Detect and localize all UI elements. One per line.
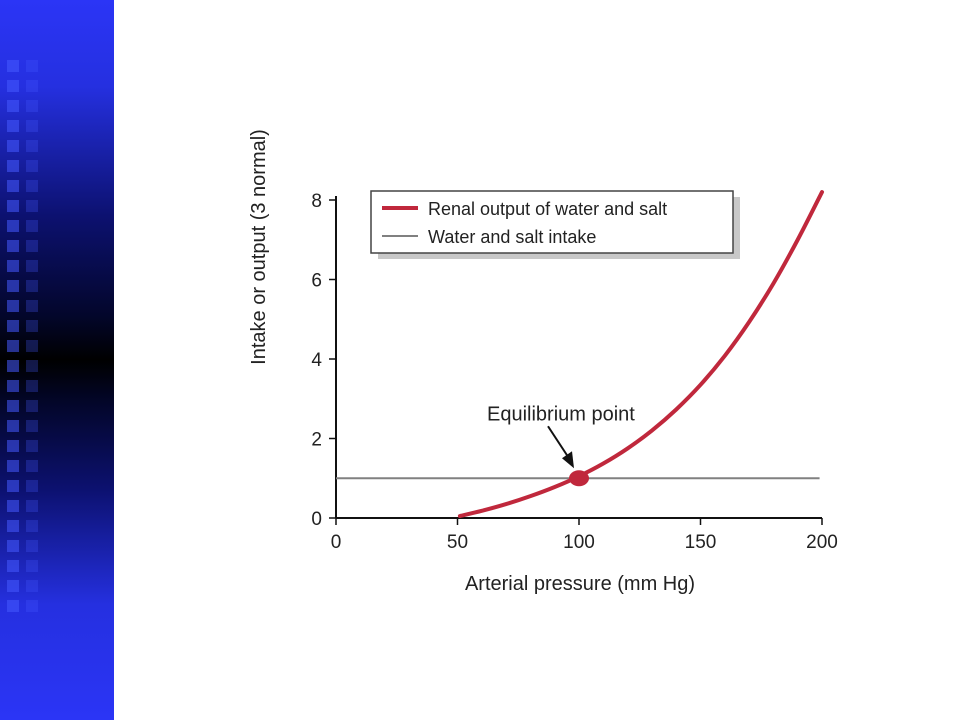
decorative-square <box>7 100 19 112</box>
chart-legend: Renal output of water and salt Water and … <box>370 190 740 259</box>
decorative-square <box>7 60 19 72</box>
x-tick-label: 100 <box>563 532 595 553</box>
x-tick-label: 150 <box>685 532 717 553</box>
y-tick-label: 6 <box>311 271 322 292</box>
y-tick-label: 0 <box>311 509 322 530</box>
y-axis-label: Intake or output (3 normal) <box>248 129 270 365</box>
decorative-square <box>7 280 19 292</box>
decorative-square <box>26 120 38 132</box>
decorative-square <box>7 160 19 172</box>
decorative-square <box>7 220 19 232</box>
decorative-squares-right <box>26 60 38 620</box>
legend-item-water-and-salt-intake-label: Water and salt intake <box>428 227 596 247</box>
slide-side-band <box>0 0 114 720</box>
decorative-square <box>7 520 19 532</box>
decorative-square <box>7 560 19 572</box>
decorative-square <box>7 400 19 412</box>
decorative-square <box>7 420 19 432</box>
series-line-renal-output <box>457 190 824 519</box>
x-tick-label: 50 <box>447 532 468 553</box>
decorative-square <box>7 80 19 92</box>
x-tick-label: 200 <box>806 532 838 553</box>
y-tick-label: 8 <box>311 191 322 212</box>
decorative-square <box>7 200 19 212</box>
decorative-square <box>26 540 38 552</box>
decorative-square <box>26 100 38 112</box>
legend-box <box>370 190 734 254</box>
decorative-square <box>26 460 38 472</box>
x-axis-label: Arterial pressure (mm Hg) <box>465 573 695 595</box>
decorative-square <box>7 120 19 132</box>
decorative-square <box>7 320 19 332</box>
decorative-square <box>26 280 38 292</box>
decorative-square <box>26 560 38 572</box>
decorative-square <box>26 400 38 412</box>
decorative-square <box>26 340 38 352</box>
decorative-square <box>26 200 38 212</box>
decorative-square <box>26 160 38 172</box>
chart-annotation-layer: Equilibrium point <box>487 403 635 487</box>
decorative-square <box>7 380 19 392</box>
decorative-square <box>26 320 38 332</box>
decorative-square <box>26 420 38 432</box>
decorative-square <box>7 340 19 352</box>
decorative-square <box>26 140 38 152</box>
decorative-square <box>26 240 38 252</box>
decorative-square <box>7 240 19 252</box>
decorative-square <box>26 500 38 512</box>
decorative-square <box>7 480 19 492</box>
equilibrium-point-marker <box>569 470 589 487</box>
decorative-square <box>26 360 38 372</box>
decorative-square <box>26 600 38 612</box>
decorative-square <box>26 380 38 392</box>
decorative-square <box>26 300 38 312</box>
decorative-square <box>26 440 38 452</box>
chart-ticks: 0 50 100 150 200 0 2 4 6 8 <box>311 191 837 553</box>
decorative-square <box>7 460 19 472</box>
y-tick-label: 2 <box>311 430 322 451</box>
decorative-square <box>7 540 19 552</box>
decorative-square <box>26 80 38 92</box>
decorative-square <box>26 520 38 532</box>
x-tick-label: 0 <box>331 532 342 553</box>
decorative-square <box>7 260 19 272</box>
equilibrium-arrow-head <box>562 451 574 469</box>
decorative-square <box>7 500 19 512</box>
equilibrium-point-label: Equilibrium point <box>487 403 635 425</box>
decorative-square <box>26 180 38 192</box>
decorative-square <box>26 480 38 492</box>
decorative-square <box>26 60 38 72</box>
decorative-square <box>7 300 19 312</box>
decorative-square <box>7 600 19 612</box>
decorative-square <box>7 580 19 592</box>
decorative-squares-left <box>7 60 19 620</box>
decorative-square <box>7 440 19 452</box>
y-tick-label: 4 <box>311 350 322 371</box>
decorative-square <box>7 180 19 192</box>
decorative-square <box>26 220 38 232</box>
decorative-square <box>26 260 38 272</box>
legend-item-renal-output-label: Renal output of water and salt <box>428 199 667 219</box>
equilibrium-arrow-shaft <box>547 425 570 459</box>
decorative-square <box>7 360 19 372</box>
decorative-square <box>26 580 38 592</box>
decorative-square <box>7 140 19 152</box>
